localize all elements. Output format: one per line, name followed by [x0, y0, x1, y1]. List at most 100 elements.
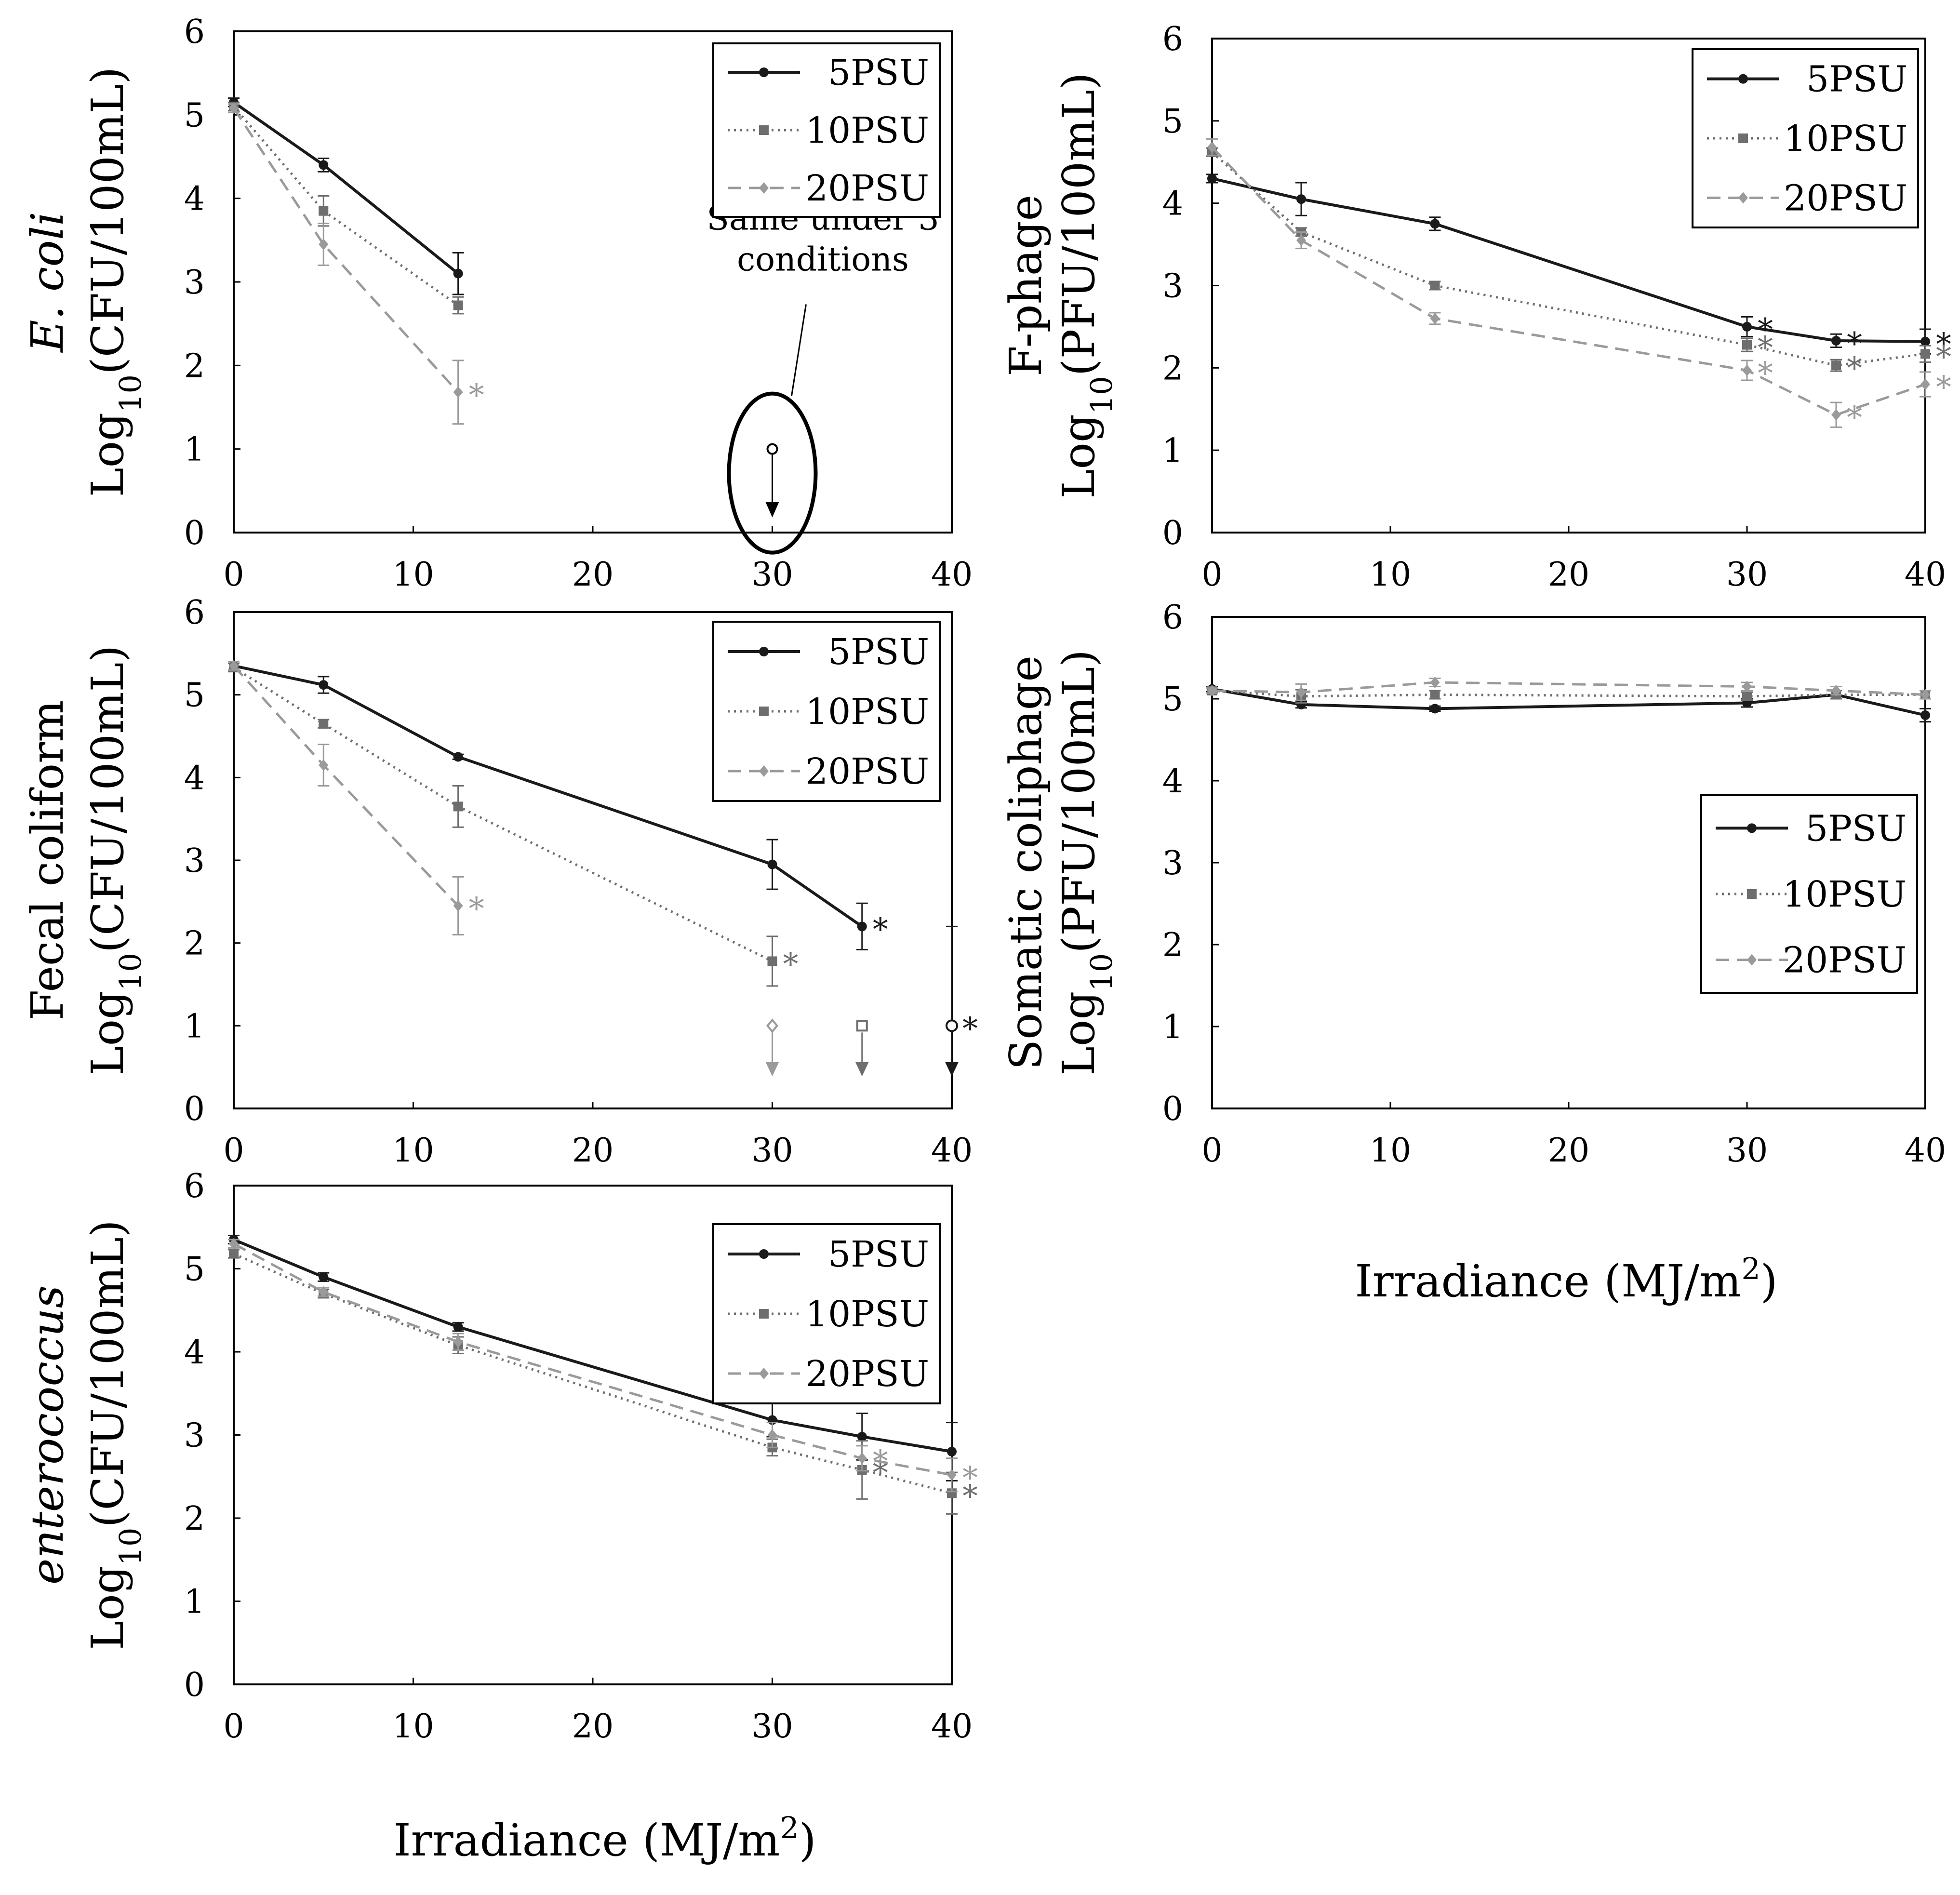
series-10PSU — [228, 101, 464, 315]
series-20PSU: * * — [228, 1238, 978, 1496]
x-tick-label: 20 — [1548, 1132, 1590, 1170]
below-limit-point — [946, 1019, 958, 1032]
legend-marker-5PSU — [1738, 74, 1748, 84]
legend-label-20PSU: 20PSU — [1783, 940, 1907, 981]
series-line-10PSU — [233, 1253, 952, 1495]
x-tick-label: 30 — [1726, 1132, 1768, 1170]
y-tick-label: 1 — [184, 1007, 205, 1045]
y-axis-title-sub: 10 — [1084, 953, 1119, 991]
legend-marker-5PSU — [759, 67, 769, 77]
x-tick-label: 40 — [931, 1708, 973, 1746]
annotation-leader — [791, 304, 807, 396]
data-point-20PSU — [229, 660, 239, 672]
data-point-5PSU — [319, 680, 329, 690]
data-point-20PSU — [453, 386, 463, 398]
data-point-20PSU — [319, 1286, 329, 1298]
x-tick-label: 40 — [1905, 1132, 1947, 1170]
series-line-20PSU — [233, 1242, 952, 1476]
data-point-10PSU — [1831, 360, 1841, 371]
legend-marker-5PSU — [1747, 823, 1757, 833]
data-point-5PSU — [1920, 336, 1930, 347]
x-tick-label: 20 — [572, 1708, 614, 1746]
data-point-20PSU — [1430, 312, 1440, 324]
significance-star: * — [873, 912, 888, 948]
legend-label-20PSU: 20PSU — [805, 168, 929, 209]
y-tick-label: 3 — [184, 1417, 205, 1455]
data-point-5PSU — [453, 1322, 463, 1332]
legend-marker-10PSU — [1747, 889, 1757, 899]
x-tick-label: 40 — [931, 556, 973, 594]
legend-label-10PSU: 10PSU — [1784, 118, 1907, 160]
below-limit-arrow-head — [765, 502, 779, 518]
x-tick-label: 40 — [931, 1132, 973, 1170]
legend-label-10PSU: 10PSU — [805, 691, 929, 733]
series-20PSU — [1206, 677, 1931, 701]
data-point-5PSU — [453, 268, 463, 279]
significance-star: * — [873, 1444, 888, 1480]
significance-star: * — [1847, 400, 1862, 436]
data-point-10PSU — [319, 719, 329, 729]
below-limit-20PSU — [765, 1018, 779, 1077]
data-point-20PSU — [1831, 409, 1841, 421]
data-point-20PSU — [1207, 685, 1217, 696]
y-tick-label: 0 — [184, 1090, 205, 1128]
legend: 5PSU 10PSU 20PSU — [1700, 794, 1918, 994]
legend-marker-20PSU — [759, 765, 769, 777]
legend-marker-10PSU — [1738, 133, 1748, 143]
y-tick-label: 3 — [184, 842, 205, 880]
y-tick-label: 5 — [184, 96, 205, 134]
legend-marker-10PSU — [759, 1309, 769, 1319]
legend-label-20PSU: 20PSU — [805, 751, 929, 792]
y-tick-label: 5 — [184, 1251, 205, 1289]
series-line-5PSU — [1212, 687, 1926, 717]
below-limit-point — [766, 1018, 779, 1033]
series-20PSU: * * * — [1206, 138, 1951, 436]
data-point-20PSU — [1831, 685, 1841, 696]
annotation-ellipse — [727, 391, 818, 555]
y-tick-label: 0 — [184, 1666, 205, 1704]
data-point-5PSU — [1430, 704, 1440, 714]
legend-label-10PSU: 10PSU — [1783, 874, 1907, 915]
data-point-20PSU — [1296, 234, 1306, 246]
data-point-10PSU — [1430, 690, 1440, 700]
data-point-5PSU — [767, 859, 777, 869]
data-point-5PSU — [1296, 699, 1306, 709]
legend-marker-5PSU — [759, 1249, 769, 1259]
legend-marker-10PSU — [759, 707, 769, 716]
data-point-10PSU — [453, 801, 463, 812]
y-tick-label: 6 — [184, 594, 205, 632]
data-point-10PSU — [1742, 691, 1752, 701]
significance-star: * — [783, 947, 799, 982]
y-tick-label: 4 — [184, 180, 205, 218]
below-limit-arrow-head — [765, 1062, 779, 1077]
significance-star: * — [962, 1460, 978, 1496]
legend: 5PSU 10PSU 20PSU — [712, 42, 941, 218]
y-tick-label: 1 — [184, 431, 205, 469]
series-line-10PSU — [233, 106, 459, 307]
significance-star: * — [469, 891, 484, 927]
y-tick-label: 3 — [1162, 844, 1183, 882]
y-axis-title-sub: 10 — [113, 374, 148, 413]
legend-label-5PSU: 5PSU — [1806, 59, 1907, 100]
y-tick-label: 6 — [1162, 20, 1183, 58]
significance-star: * — [1758, 331, 1773, 366]
data-point-20PSU — [319, 239, 329, 250]
y-tick-label: 1 — [184, 1583, 205, 1621]
data-point-5PSU — [319, 1272, 329, 1282]
data-point-20PSU — [229, 1238, 239, 1250]
y-axis-title-unit: (PFU/100mL) — [1053, 72, 1105, 376]
legend-label-5PSU: 5PSU — [828, 52, 929, 93]
y-tick-label: 1 — [1162, 1008, 1183, 1046]
y-axis-title-units: Log10(CFU/100mL) — [82, 67, 148, 497]
x-axis-title-right: Irradiance (MJ/m2) — [1355, 1251, 1777, 1308]
below-limit-5PSU: * — [945, 925, 978, 1077]
significance-star: * — [1936, 339, 1951, 375]
data-point-20PSU — [453, 900, 463, 912]
x-tick-label: 30 — [751, 1708, 793, 1746]
y-tick-label: 4 — [184, 1334, 205, 1372]
below-limit-arrow-head — [855, 1062, 869, 1077]
series-5PSU — [1206, 684, 1931, 723]
x-tick-label: 0 — [223, 1132, 244, 1170]
